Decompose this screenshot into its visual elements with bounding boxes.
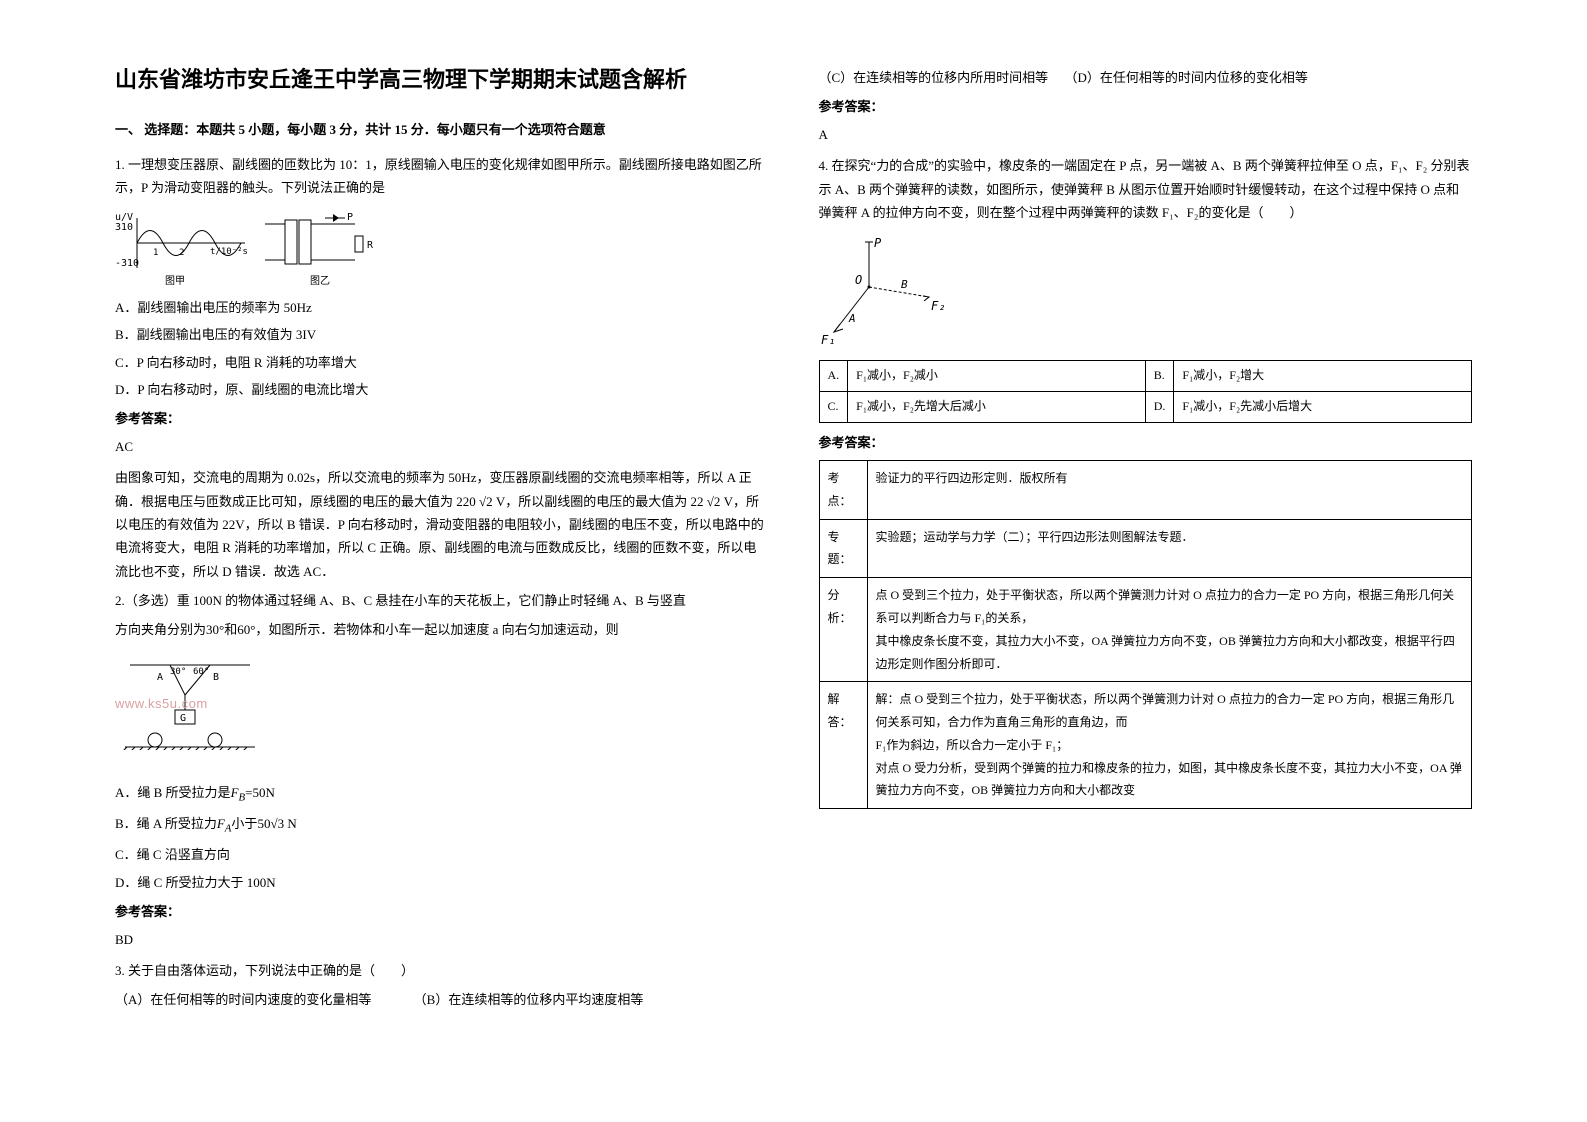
q4-option-grid: A. F₁减小，F₂减小 B. F₁减小，F₂增大 C. F₁减小，F₂先增大后… bbox=[819, 360, 1473, 422]
q4-stem: 4. 在探究“力的合成”的实验中，橡皮条的一端固定在 P 点，另一端被 A、B … bbox=[819, 154, 1473, 224]
svg-text:P: P bbox=[347, 212, 353, 223]
q4-grid-d-txt: F₁减小，F₂先减小后增大 bbox=[1174, 391, 1472, 422]
q4-r1v: 验证力的平行四边形定则．版权所有 bbox=[867, 460, 1472, 519]
section-heading: 一、 选择题：本题共 5 小题，每小题 3 分，共计 15 分．每小题只有一个选… bbox=[115, 118, 769, 141]
q1-diagram: u/V 310 -310 t/10⁻²s 1 2 图甲 R P 图乙 bbox=[115, 208, 769, 288]
q1-explain: 由图象可知，交流电的周期为 0.02s，所以交流电的频率为 50Hz，变压器原副… bbox=[115, 466, 769, 583]
q4-grid-c-txt: F₁减小，F₂先增大后减小 bbox=[848, 391, 1146, 422]
q1-answer: AC bbox=[115, 435, 769, 458]
q4-r2v: 实验题；运动学与力学（二）；平行四边形法则图解法专题． bbox=[867, 519, 1472, 578]
svg-text:P: P bbox=[874, 236, 882, 250]
svg-text:60°: 60° bbox=[193, 667, 209, 677]
q4-r1k: 考点： bbox=[819, 460, 867, 519]
q2-opt-b: B．绳 A 所受拉力FA小于50√3 N bbox=[115, 812, 769, 839]
q1-opt-b: B．副线圈输出电压的有效值为 3IV bbox=[115, 323, 769, 346]
q4-r3v: 点 O 受到三个拉力，处于平衡状态，所以两个弹簧测力计对 O 点拉力的合力一定 … bbox=[867, 578, 1472, 682]
q4-grid-c-lab: C. bbox=[819, 391, 848, 422]
q4-r4k: 解答： bbox=[819, 682, 867, 809]
q4-grid-b-lab: B. bbox=[1145, 361, 1174, 392]
q3-opt-d: （D）在任何相等的时间内位移的变化相等 bbox=[1064, 70, 1307, 85]
svg-text:图甲: 图甲 bbox=[165, 275, 185, 287]
page-title: 山东省潍坊市安丘逄王中学高三物理下学期期末试题含解析 bbox=[115, 60, 769, 100]
svg-text:1: 1 bbox=[153, 248, 158, 258]
q1-opt-c: C．P 向右移动时，电阻 R 消耗的功率增大 bbox=[115, 351, 769, 374]
q4-r4v: 解：点 O 受到三个拉力，处于平衡状态，所以两个弹簧测力计对 O 点拉力的合力一… bbox=[867, 682, 1472, 809]
svg-text:2: 2 bbox=[179, 248, 184, 258]
svg-text:A: A bbox=[848, 312, 856, 325]
q3-opts-ab: （A）在任何相等的时间内速度的变化量相等 （B）在连续相等的位移内平均速度相等 bbox=[115, 988, 769, 1011]
q2-stem2: 方向夹角分别为30°和60°，如图所示．若物体和小车一起以加速度 a 向右匀加速… bbox=[115, 618, 769, 641]
svg-text:O: O bbox=[855, 273, 862, 287]
q4-explain-table: 考点： 验证力的平行四边形定则．版权所有 专题： 实验题；运动学与力学（二）；平… bbox=[819, 460, 1473, 809]
q4-grid-a-lab: A. bbox=[819, 361, 848, 392]
q3-opt-a: （A）在任何相等的时间内速度的变化量相等 bbox=[115, 992, 371, 1007]
left-column: 山东省潍坊市安丘逄王中学高三物理下学期期末试题含解析 一、 选择题：本题共 5 … bbox=[90, 60, 794, 1082]
watermark: www.ks5u.com bbox=[115, 692, 769, 715]
svg-text:310: 310 bbox=[115, 222, 133, 233]
q2-answer-label: 参考答案： bbox=[115, 900, 769, 923]
q4-answer-label: 参考答案： bbox=[819, 431, 1473, 454]
q3-opt-b: （B）在连续相等的位移内平均速度相等 bbox=[414, 992, 644, 1007]
q4-grid-a-txt: F₁减小，F₂减小 bbox=[848, 361, 1146, 392]
q3-answer: A bbox=[819, 123, 1473, 146]
q2-diagram: A 30° 60° B G www.ks5u.com bbox=[115, 650, 769, 773]
svg-text:F₁: F₁ bbox=[821, 333, 835, 347]
q4-r2k: 专题： bbox=[819, 519, 867, 578]
q1-stem: 1. 一理想变压器原、副线圈的匝数比为 10：1，原线圈输入电压的变化规律如图甲… bbox=[115, 153, 769, 200]
q1-answer-label: 参考答案： bbox=[115, 407, 769, 430]
q3-answer-label: 参考答案： bbox=[819, 95, 1473, 118]
q3-opt-c: （C）在连续相等的位移内所用时间相等 bbox=[819, 70, 1049, 85]
q3-opts-cd: （C）在连续相等的位移内所用时间相等 （D）在任何相等的时间内位移的变化相等 bbox=[819, 66, 1473, 89]
svg-text:F₂: F₂ bbox=[931, 299, 945, 313]
q3-stem: 3. 关于自由落体运动，下列说法中正确的是（ ） bbox=[115, 959, 769, 982]
q2-opt-c: C．绳 C 沿竖直方向 bbox=[115, 843, 769, 866]
q4-r3k: 分析： bbox=[819, 578, 867, 682]
q1-opt-a: A．副线圈输出电压的频率为 50Hz bbox=[115, 296, 769, 319]
svg-text:图乙: 图乙 bbox=[310, 275, 330, 287]
q2-opt-d: D．绳 C 所受拉力大于 100N bbox=[115, 871, 769, 894]
svg-text:B: B bbox=[901, 278, 908, 291]
svg-text:B: B bbox=[213, 672, 219, 683]
svg-text:t/10⁻²s: t/10⁻²s bbox=[210, 247, 248, 257]
q2-stem1: 2.（多选）重 100N 的物体通过轻绳 A、B、C 悬挂在小车的天花板上，它们… bbox=[115, 589, 769, 612]
svg-text:-310: -310 bbox=[115, 258, 139, 269]
q4-grid-b-txt: F₁减小，F₂增大 bbox=[1174, 361, 1472, 392]
right-column: （C）在连续相等的位移内所用时间相等 （D）在任何相等的时间内位移的变化相等 参… bbox=[794, 60, 1498, 1082]
svg-text:R: R bbox=[367, 240, 374, 251]
q4-grid-d-lab: D. bbox=[1145, 391, 1174, 422]
q2-answer: BD bbox=[115, 928, 769, 951]
q4-diagram: P O B F₂ A F₁ bbox=[819, 232, 1473, 352]
svg-text:30°: 30° bbox=[170, 667, 186, 677]
q2-opt-a: A．绳 B 所受拉力是FB=50N bbox=[115, 781, 769, 808]
q1-opt-d: D．P 向右移动时，原、副线圈的电流比增大 bbox=[115, 378, 769, 401]
svg-text:A: A bbox=[157, 672, 163, 683]
